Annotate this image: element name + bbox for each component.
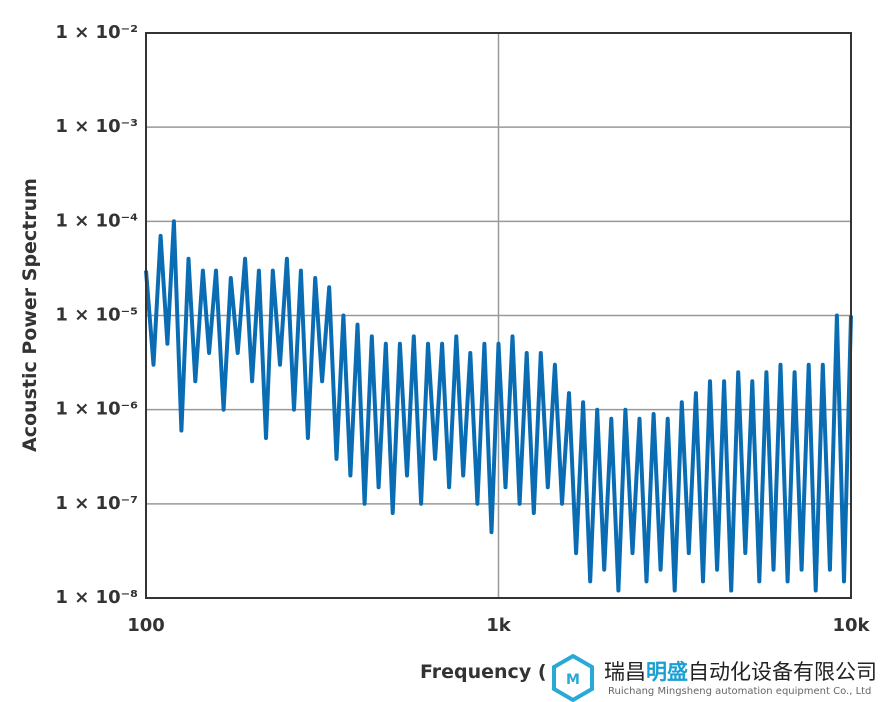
watermark: M 瑞昌明盛自动化设备有限公司 Ruichang Mingsheng autom… [548,652,881,702]
y-tick-label: 1 × 10⁻⁴ [55,210,138,231]
watermark-logo-text: M [566,672,580,688]
y-tick-label: 1 × 10⁻² [55,22,138,43]
y-tick-label: 1 × 10⁻⁵ [55,305,138,326]
x-axis-label: Frequency (Hz) [420,661,582,683]
watermark-name-b: 明盛 [646,660,688,684]
spectrum-line [144,219,853,593]
watermark-name-c: 自动化设备有限公司 [688,660,877,684]
x-tick-label: 100 [127,615,165,636]
y-axis-label: Acoustic Power Spectrum [19,178,41,452]
y-tick-label: 1 × 10⁻⁸ [55,587,138,608]
y-tick-label: 1 × 10⁻⁷ [55,493,138,514]
plot-frame [145,32,852,599]
watermark-bg [548,652,881,702]
y-tick-label: 1 × 10⁻⁶ [55,399,138,420]
x-tick-label: 1k [486,615,512,636]
watermark-subtitle: Ruichang Mingsheng automation equipment … [608,686,871,697]
watermark-name: 瑞昌明盛自动化设备有限公司 [604,660,877,684]
x-tick-label: 10k [832,615,870,636]
watermark-logo [552,653,594,702]
y-tick-label: 1 × 10⁻³ [55,116,138,137]
watermark-name-a: 瑞昌 [604,660,646,684]
